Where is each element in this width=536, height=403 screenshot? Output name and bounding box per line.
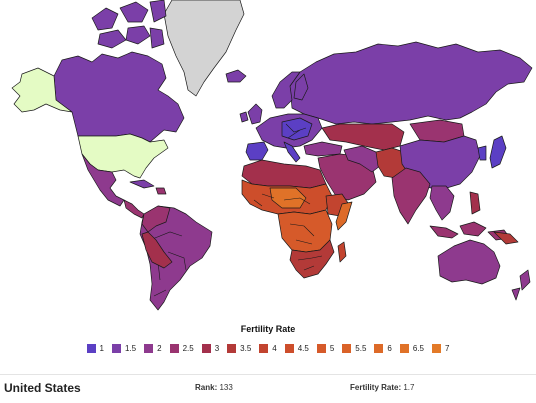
legend-swatch xyxy=(169,344,179,353)
country-finland[interactable] xyxy=(293,73,309,101)
fertility-rate-label: Fertility Rate: xyxy=(350,383,402,392)
country-somalia[interactable] xyxy=(335,201,353,231)
country-name: United States xyxy=(4,381,81,395)
fertility-rate-value: 1.7 xyxy=(403,383,415,392)
country-italy[interactable] xyxy=(283,141,301,163)
country-norway-sweden[interactable] xyxy=(271,71,301,109)
legend-swatch xyxy=(432,344,441,353)
legend-label: 4 xyxy=(272,344,277,353)
country-papua-new-guinea[interactable] xyxy=(493,231,519,245)
country-korea[interactable] xyxy=(477,145,487,161)
rank-block: Rank: 133 xyxy=(195,383,233,392)
legend-label: 2.5 xyxy=(182,344,194,353)
country-central-america[interactable] xyxy=(123,199,145,219)
legend-label: 4.5 xyxy=(297,344,309,353)
country-new-zealand[interactable] xyxy=(511,269,531,301)
legend-swatch xyxy=(201,344,211,353)
legend-swatch xyxy=(227,344,237,353)
legend-label: 2 xyxy=(157,344,162,353)
legend-swatch xyxy=(284,344,294,353)
legend-label: 7 xyxy=(445,344,450,353)
legend-item: 1.5 xyxy=(111,344,137,353)
country-southeast-asia[interactable] xyxy=(429,185,455,221)
legend-item: 2 xyxy=(144,344,162,353)
country-central-europe[interactable] xyxy=(281,117,313,141)
legend-title: Fertility Rate xyxy=(240,324,296,334)
legend-item: 1 xyxy=(86,344,104,353)
country-philippines[interactable] xyxy=(469,191,481,215)
legend-swatch xyxy=(342,344,352,353)
country-canada-islands[interactable] xyxy=(91,0,167,49)
country-hispaniola[interactable] xyxy=(155,187,167,195)
legend-swatch xyxy=(259,344,269,353)
country-cuba[interactable] xyxy=(129,179,155,189)
country-japan[interactable] xyxy=(489,135,507,169)
country-peru-bolivia[interactable] xyxy=(141,231,173,269)
legend-item: 4 xyxy=(259,344,277,353)
legend-label: 1.5 xyxy=(124,344,137,353)
country-australia[interactable] xyxy=(437,239,501,285)
legend-label: 6 xyxy=(387,344,392,353)
legend-item: 4.5 xyxy=(284,344,309,353)
world-map xyxy=(11,0,533,311)
country-niger-mali[interactable] xyxy=(269,187,307,209)
legend-label: 5.5 xyxy=(355,344,367,353)
rank-value: 133 xyxy=(219,383,233,392)
legend-item: 2.5 xyxy=(169,344,194,353)
legend-item: 7 xyxy=(432,344,449,353)
country-iran[interactable] xyxy=(343,145,381,173)
country-info-bar: United States Rank: 133 Fertility Rate: … xyxy=(0,374,536,403)
legend-item: 5 xyxy=(316,344,335,353)
rank-label: Rank: xyxy=(195,383,218,392)
legend-item: 6 xyxy=(374,344,392,353)
world-map-container xyxy=(11,0,533,311)
country-india[interactable] xyxy=(391,167,431,225)
legend-item: 5.5 xyxy=(342,344,366,353)
legend-item: 3 xyxy=(201,344,220,353)
country-southern-africa[interactable] xyxy=(289,239,335,279)
legend-item: 6.5 xyxy=(399,344,424,353)
country-iceland[interactable] xyxy=(225,69,247,83)
legend-label: 5 xyxy=(329,344,335,353)
country-united-kingdom[interactable] xyxy=(247,103,263,125)
legend-swatch xyxy=(374,344,384,353)
legend-items: 1 1.5 2 2.5 3 3.5 4 4.5 5 5.5 6 6.5 7 xyxy=(0,344,536,353)
country-madagascar[interactable] xyxy=(337,241,347,263)
fertility-rate-block: Fertility Rate: 1.7 xyxy=(350,383,414,392)
country-mexico[interactable] xyxy=(81,153,125,207)
legend-item: 3.5 xyxy=(227,344,251,353)
legend-swatch xyxy=(399,344,409,353)
country-alaska[interactable] xyxy=(11,67,73,113)
country-colombia[interactable] xyxy=(141,205,171,233)
legend-swatch xyxy=(144,344,154,353)
legend-label: 3.5 xyxy=(240,344,252,353)
legend: Fertility Rate 1 1.5 2 2.5 3 3.5 4 4.5 5 5.5 6 6.5 7 xyxy=(0,324,536,353)
country-ireland[interactable] xyxy=(239,111,249,123)
legend-label: 3 xyxy=(214,344,220,353)
legend-swatch xyxy=(111,344,121,353)
legend-label: 6.5 xyxy=(412,344,424,353)
legend-swatch xyxy=(316,344,326,353)
country-greenland[interactable] xyxy=(163,0,245,97)
legend-swatch xyxy=(86,344,96,353)
legend-label: 1 xyxy=(99,344,104,353)
